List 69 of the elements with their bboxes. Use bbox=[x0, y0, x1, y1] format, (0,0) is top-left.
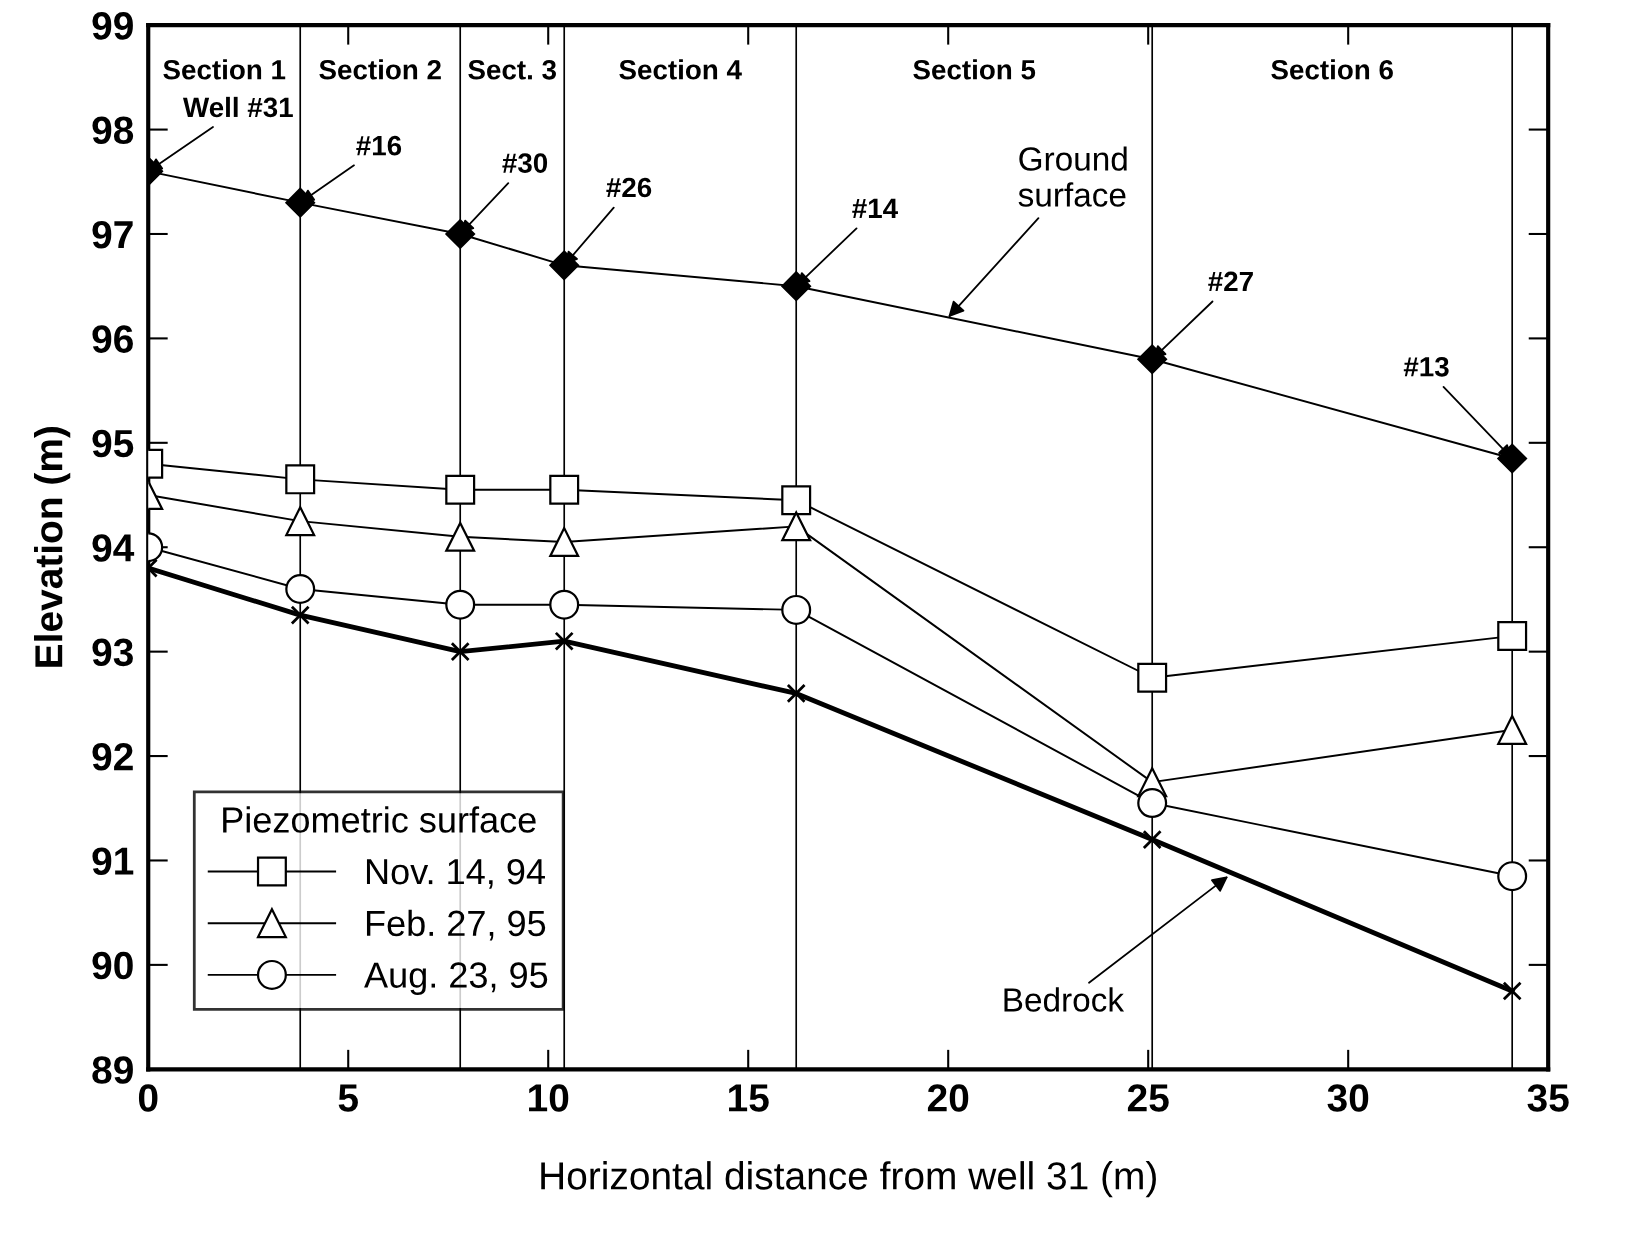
point bbox=[285, 464, 316, 495]
point bbox=[445, 219, 476, 249]
point bbox=[285, 187, 316, 218]
point bbox=[1137, 344, 1168, 375]
y-tick-label: 92 bbox=[92, 742, 133, 771]
x-tick-label: 25 bbox=[1127, 1084, 1169, 1112]
x-axis-title: Horizontal distance from well 31 (m) bbox=[541, 1161, 1156, 1198]
annotation: Well #31 bbox=[182, 96, 293, 118]
annotation: #16 bbox=[356, 135, 402, 156]
y-tick-label: 99 bbox=[92, 12, 133, 40]
legend-title: Piezometric surface bbox=[223, 806, 536, 833]
annotation: #30 bbox=[502, 153, 548, 173]
point bbox=[445, 521, 476, 552]
y-axis-title: Elevation (m) bbox=[34, 427, 71, 667]
point bbox=[781, 594, 812, 625]
annotation: #27 bbox=[1208, 271, 1253, 292]
y-tick-label: 90 bbox=[92, 951, 133, 980]
point bbox=[549, 474, 580, 505]
annotation: Section 5 bbox=[913, 59, 1036, 80]
x-tick-label: 0 bbox=[138, 1084, 158, 1112]
y-tick-label: 97 bbox=[92, 220, 133, 249]
point bbox=[285, 506, 316, 537]
annotation: #26 bbox=[606, 177, 652, 198]
x-tick-label: 30 bbox=[1327, 1084, 1369, 1112]
legend-label: Feb. 27, 95 bbox=[366, 909, 546, 941]
point bbox=[290, 605, 310, 625]
x-tick-label: 10 bbox=[529, 1084, 569, 1112]
legend-label: Aug. 23, 95 bbox=[364, 962, 548, 996]
annotation: Bedrock bbox=[1004, 987, 1125, 1012]
y-tick-label: 91 bbox=[92, 847, 134, 875]
point bbox=[781, 271, 812, 302]
point bbox=[1497, 714, 1528, 745]
point bbox=[1137, 788, 1168, 819]
x-tick-label: 5 bbox=[338, 1084, 358, 1112]
y-tick-label: 94 bbox=[92, 534, 135, 562]
annotation: Section 6 bbox=[1271, 59, 1393, 80]
legend-label: Nov. 14, 94 bbox=[366, 858, 545, 889]
point bbox=[549, 589, 580, 620]
point bbox=[781, 511, 812, 542]
annotation: Ground surface bbox=[1018, 146, 1127, 207]
point bbox=[549, 527, 580, 558]
point bbox=[781, 485, 812, 516]
x-tick-label: 35 bbox=[1527, 1084, 1569, 1112]
x-tick-label: 20 bbox=[927, 1084, 969, 1112]
annotation: #14 bbox=[852, 198, 898, 218]
point bbox=[1497, 861, 1528, 892]
point bbox=[549, 250, 580, 281]
annotation: Section 4 bbox=[619, 59, 742, 80]
point bbox=[445, 589, 476, 620]
point bbox=[1142, 829, 1162, 850]
annotation: Section 2 bbox=[319, 59, 441, 80]
x-tick-label: 15 bbox=[729, 1084, 769, 1112]
annotation: Sect. 3 bbox=[468, 59, 556, 80]
y-tick-label: 96 bbox=[92, 325, 133, 353]
point bbox=[1497, 620, 1528, 651]
point bbox=[285, 574, 316, 604]
y-tick-label: 93 bbox=[92, 638, 133, 667]
point bbox=[786, 683, 806, 704]
point bbox=[1137, 662, 1168, 693]
y-tick-label: 89 bbox=[92, 1056, 133, 1084]
annotation: Section 1 bbox=[163, 59, 286, 80]
annotation: #13 bbox=[1403, 356, 1449, 377]
point bbox=[1497, 443, 1528, 474]
y-tick-label: 98 bbox=[92, 116, 134, 145]
point bbox=[445, 474, 476, 505]
point bbox=[450, 641, 470, 662]
point bbox=[1502, 981, 1522, 1001]
y-tick-label: 95 bbox=[92, 429, 134, 458]
point bbox=[554, 631, 574, 651]
